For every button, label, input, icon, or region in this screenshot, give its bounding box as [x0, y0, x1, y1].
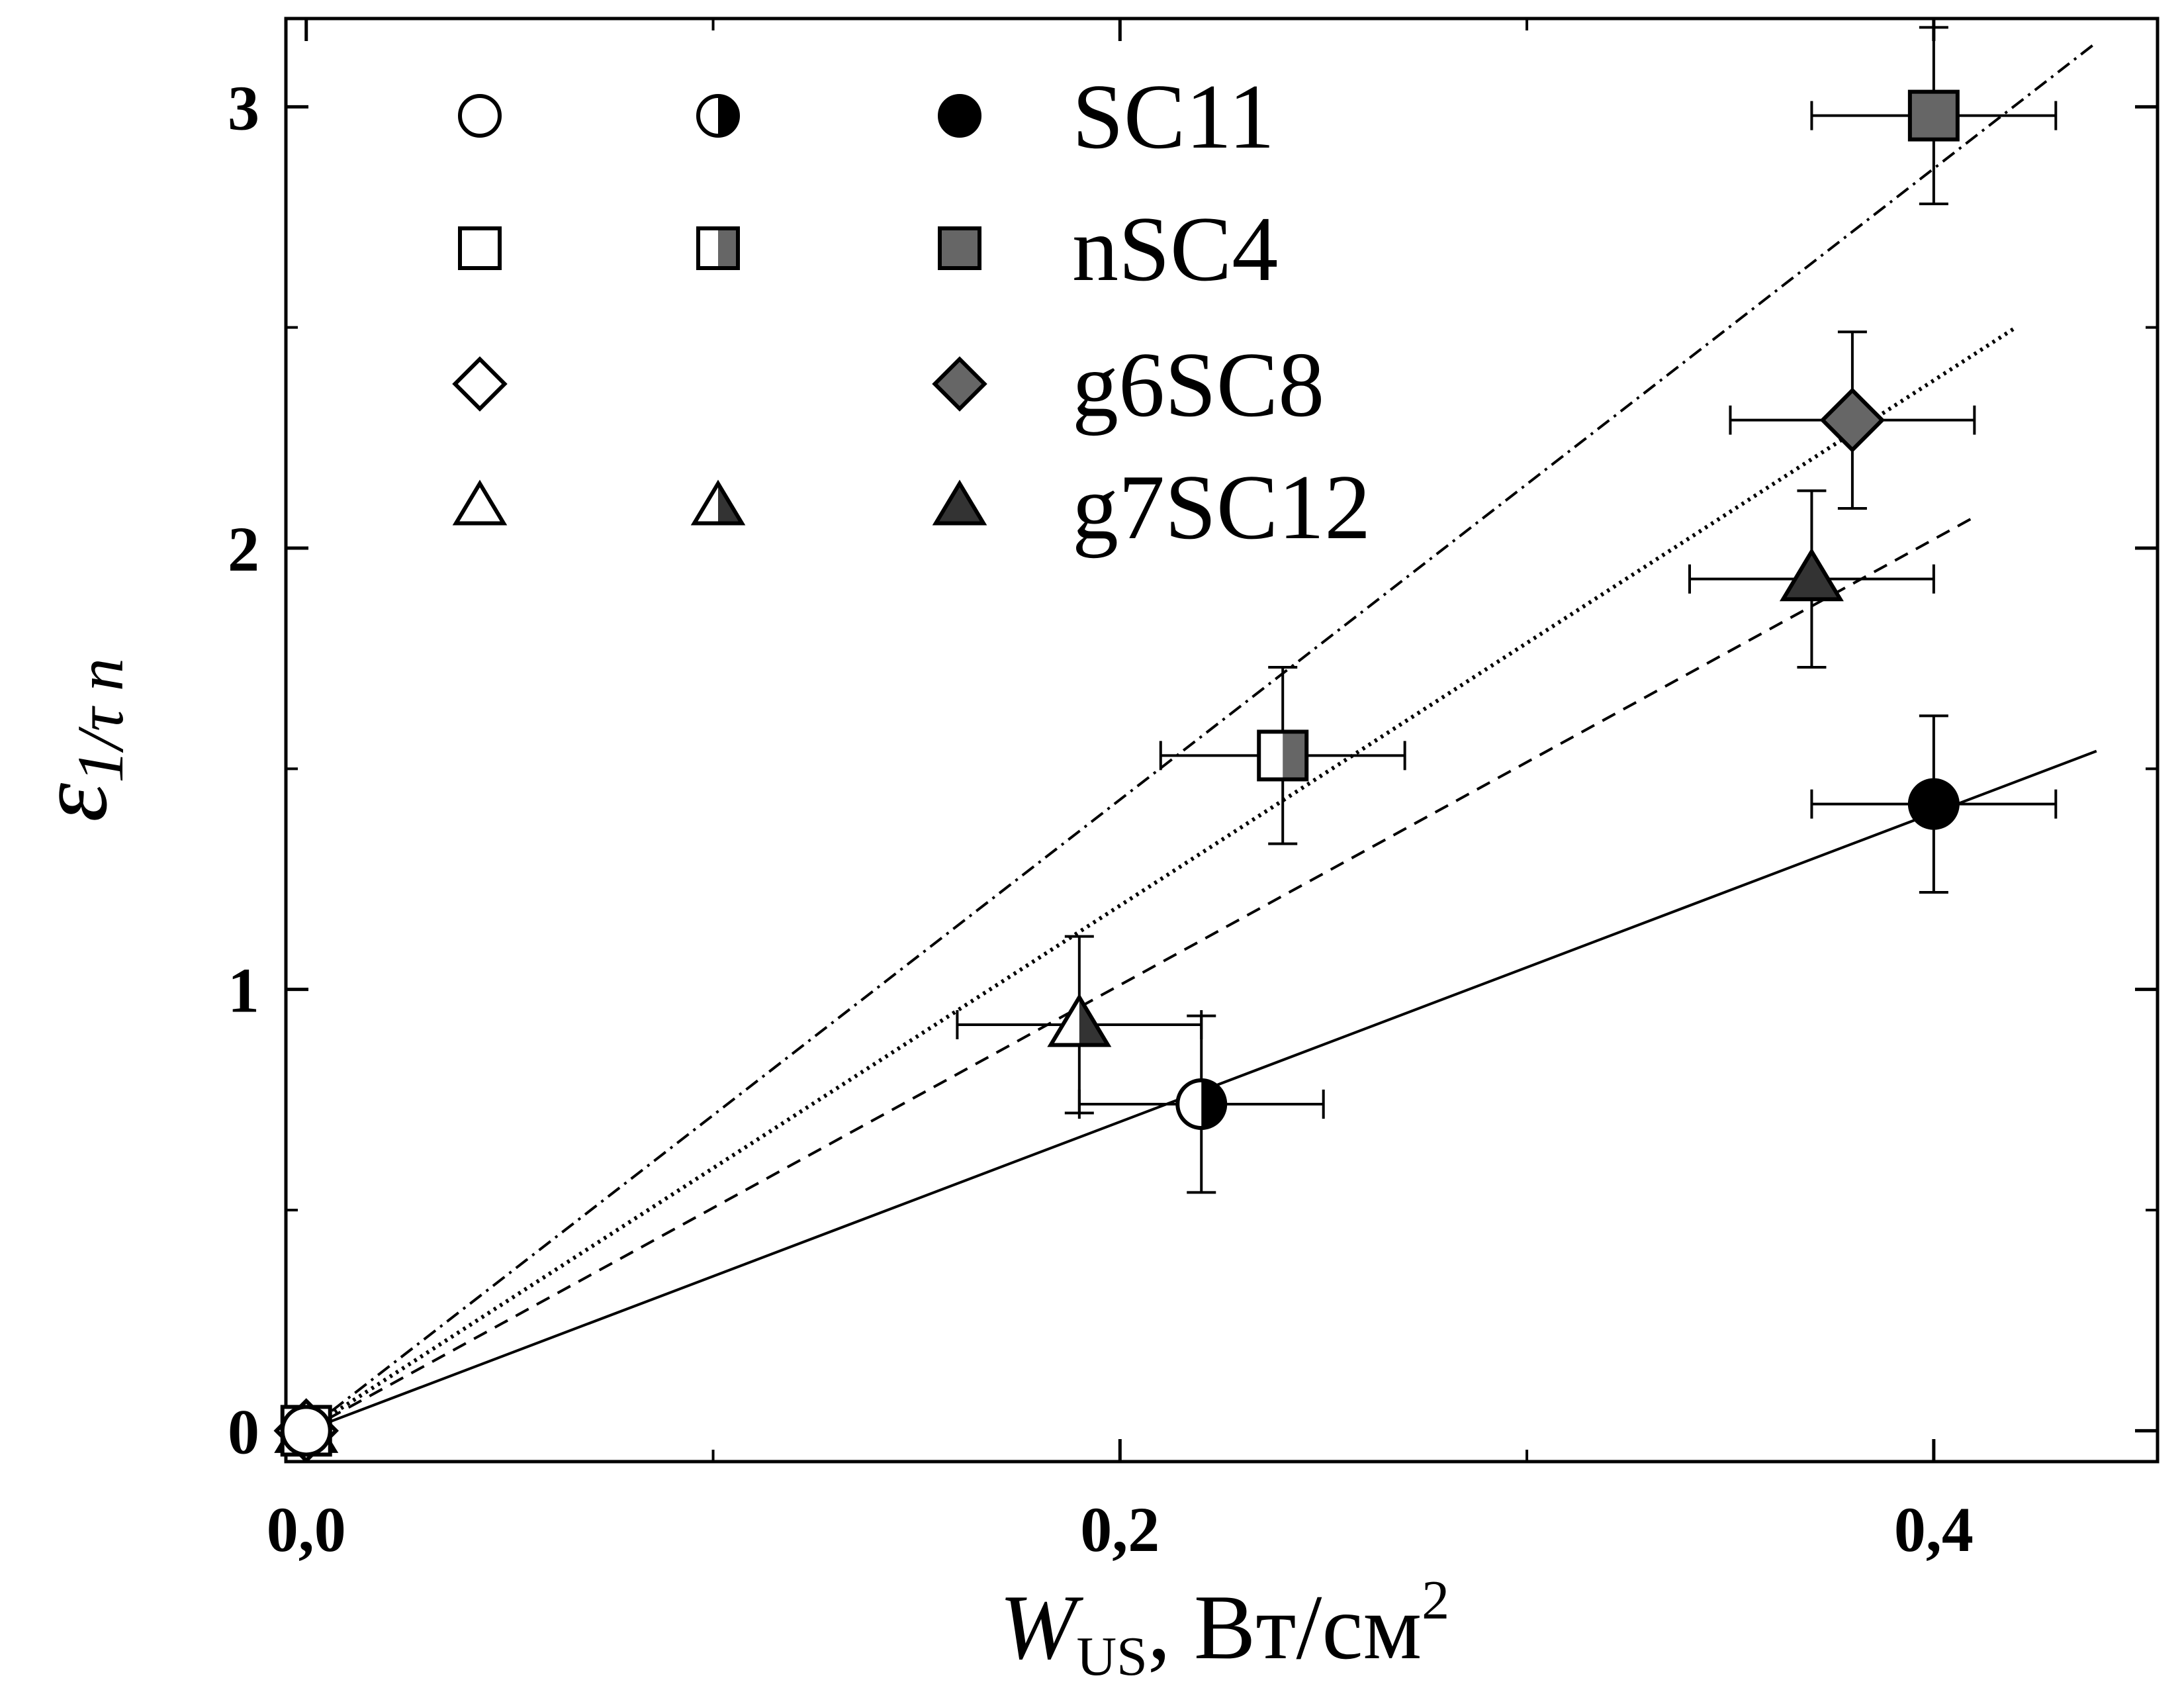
legend-marker-g7SC12: [690, 479, 746, 526]
fit-line-g6SC8: [286, 326, 2017, 1446]
x-tick-label: 0,2: [1080, 1494, 1160, 1565]
point-SC11: [1175, 1078, 1228, 1130]
y-axis-title: ε1/τ n: [18, 658, 137, 822]
point-nSC4: [1907, 89, 1960, 142]
point-g7SC12: [1047, 993, 1112, 1047]
legend-marker-SC11: [696, 94, 740, 138]
x-axis-title-unit: , Вт/см: [1148, 1576, 1422, 1679]
point-SC11: [280, 1405, 332, 1457]
markers: [273, 89, 1960, 1464]
legend-marker-g7SC12: [932, 479, 987, 526]
legend-marker-SC11: [938, 94, 981, 138]
legend-marker-g6SC8: [932, 356, 987, 412]
x-tick-label: 0,0: [267, 1494, 346, 1565]
x-axis-title-sub: US: [1077, 1626, 1148, 1687]
point-g7SC12: [1779, 547, 1844, 602]
legend-marker-g6SC8: [452, 356, 508, 412]
y-axis-title-sub: 1/τ n: [64, 658, 137, 783]
y-tick-label: 1: [228, 955, 259, 1026]
point-g6SC8: [1819, 387, 1886, 453]
legend: SC11 nSC4 g6SC8 g7SC12: [452, 66, 1371, 559]
x-axis-title-unit-sup: 2: [1422, 1570, 1449, 1631]
x-tick-label: 0,4: [1894, 1494, 1974, 1565]
legend-marker-nSC4: [938, 226, 981, 270]
fit-line-g7SC12: [286, 516, 1976, 1443]
x-axis-title-main: W: [999, 1576, 1084, 1679]
legend-label: g7SC12: [1072, 456, 1371, 559]
point-nSC4: [1257, 729, 1309, 782]
axes: 0,0 0,2 0,4 0 1 2 3: [228, 19, 2158, 1565]
y-tick-label: 3: [228, 72, 259, 143]
y-axis-title-main: ε: [18, 783, 128, 822]
legend-marker-nSC4: [696, 226, 740, 270]
legend-marker-nSC4: [458, 226, 502, 270]
point-SC11: [1907, 778, 1960, 830]
legend-label: g6SC8: [1072, 334, 1324, 436]
legend-label: nSC4: [1072, 198, 1278, 301]
legend-marker-g7SC12: [452, 479, 508, 526]
fit-line-nSC4: [286, 41, 2098, 1448]
legend-marker-SC11: [458, 94, 502, 138]
y-tick-label: 2: [228, 514, 259, 585]
plot-frame: [284, 17, 2160, 1464]
x-axis-title: WUS, Вт/см2: [999, 1570, 1449, 1687]
y-tick-label: 0: [228, 1396, 259, 1467]
legend-label: SC11: [1072, 66, 1275, 168]
